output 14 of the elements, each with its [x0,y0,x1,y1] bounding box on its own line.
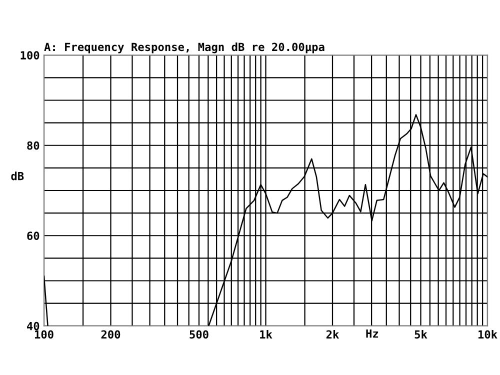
y-tick-label: 40 [27,322,40,330]
x-tick-label: 10k [478,330,498,339]
x-tick-label: 2k [326,330,340,338]
y-axis-title: dB [11,172,24,180]
x-tick-label: 100 [34,330,54,339]
x-axis-title: Hz [366,329,378,338]
x-tick-label: 1k [260,330,272,338]
x-tick-label: 500 [190,330,208,339]
y-tick-label: 80 [27,141,40,150]
x-tick-label: 5k [414,330,428,339]
chart-title: A: Frequency Response, Magn dB re 20.00µpa [44,42,324,54]
x-tick-label: 200 [101,330,120,339]
y-tick-label: 60 [27,232,40,240]
y-tick-label: 100 [20,51,40,60]
